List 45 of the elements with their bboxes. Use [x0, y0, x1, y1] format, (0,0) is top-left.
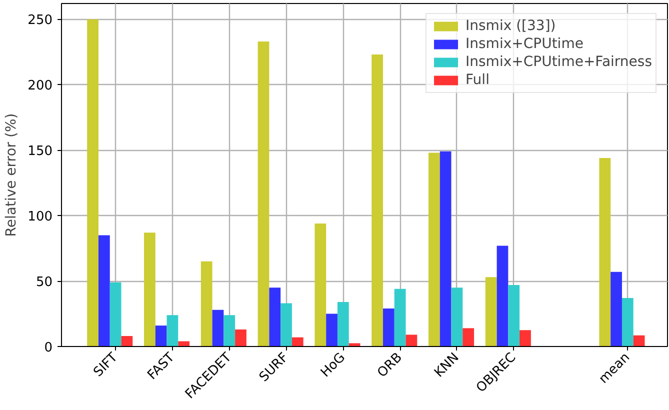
y-tick-label: 50 [36, 275, 53, 290]
bar [326, 314, 338, 346]
bar [224, 315, 236, 346]
bar [440, 151, 452, 346]
y-tick-label: 100 [28, 210, 53, 225]
bar [633, 335, 645, 346]
bar [155, 326, 167, 346]
bar [610, 272, 622, 346]
y-axis-title: Relative error (%) [4, 113, 20, 237]
bar [508, 284, 520, 346]
bar [166, 315, 178, 346]
bar [428, 152, 440, 346]
bar [144, 232, 156, 346]
bar [314, 223, 326, 346]
bar [110, 282, 122, 346]
bar [292, 337, 304, 346]
bar [372, 54, 383, 346]
bar [406, 334, 418, 346]
bar [337, 302, 349, 346]
bar [622, 298, 634, 346]
bar [200, 261, 212, 346]
bar [121, 336, 133, 346]
bar [496, 246, 508, 346]
legend-label: Insmix+CPUtime [466, 36, 584, 52]
y-tick-label: 0 [44, 340, 53, 356]
bar [258, 41, 270, 346]
y-tick-label: 250 [28, 13, 53, 28]
bar [394, 288, 406, 346]
legend-label: Insmix+CPUtime+Fairness [466, 54, 652, 70]
bar [382, 308, 394, 346]
bar [451, 288, 463, 346]
bar [485, 277, 497, 346]
y-tick-label: 200 [28, 78, 53, 94]
bar [280, 303, 292, 346]
bar [212, 310, 224, 346]
legend-label: Full [466, 72, 490, 88]
bar [599, 158, 611, 346]
bar [462, 328, 474, 346]
bar [87, 19, 98, 346]
bar [235, 329, 246, 346]
bar [269, 288, 281, 346]
bar [98, 235, 110, 346]
y-tick-label: 150 [28, 144, 53, 160]
bar [520, 330, 531, 346]
legend-label: Insmix ([33]) [466, 18, 556, 34]
